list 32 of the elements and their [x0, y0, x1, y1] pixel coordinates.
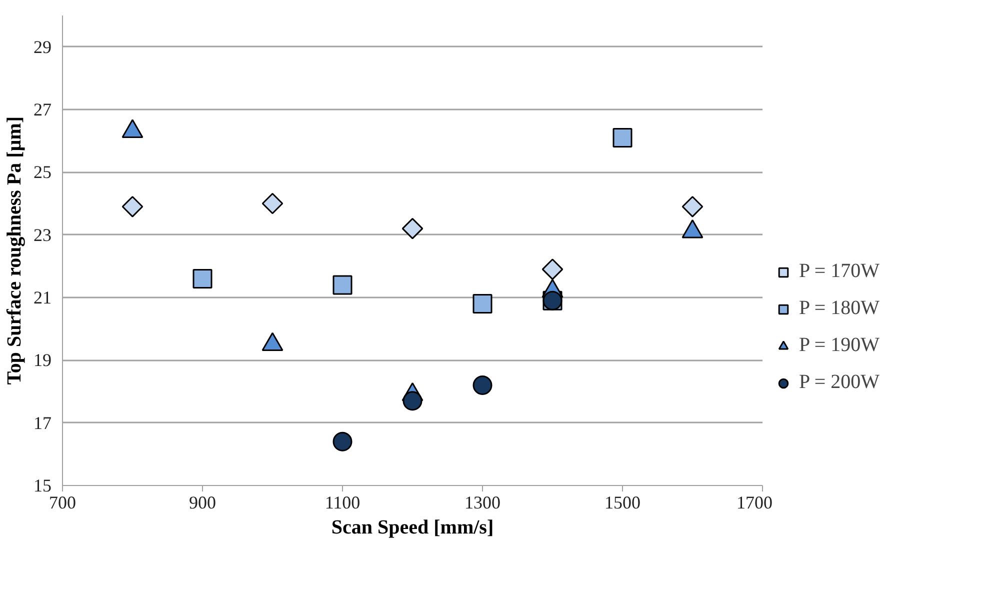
y-tick-label: 15	[34, 476, 52, 496]
y-tick-label: 27	[34, 100, 52, 120]
y-tick-label: 23	[34, 224, 52, 245]
point	[682, 196, 704, 218]
point	[472, 376, 492, 395]
point	[542, 258, 564, 280]
point	[472, 294, 492, 314]
x-tick-label: 1500	[604, 492, 640, 512]
y-tick-label: 29	[34, 36, 52, 57]
legend-label: P = 180W	[799, 297, 880, 320]
point	[192, 268, 212, 288]
y-axis-title: Top Surface roughness Pa [µm]	[4, 116, 26, 385]
x-tick-label: 1700	[736, 492, 772, 512]
point	[332, 432, 352, 452]
y-tick-label: 25	[34, 162, 52, 182]
y-tick-label: 21	[34, 288, 52, 308]
legend-label: P = 190W	[799, 334, 880, 357]
point	[262, 192, 284, 214]
point	[332, 275, 352, 295]
y-tick-label: 17	[34, 412, 52, 433]
legend-label: P = 170W	[799, 260, 880, 283]
point	[612, 128, 632, 148]
x-tick-label: 700	[49, 492, 76, 512]
x-tick-label: 900	[189, 492, 216, 512]
legend-label: P = 200W	[799, 371, 880, 394]
point	[122, 196, 144, 218]
x-axis-title: Scan Speed [mm/s]	[331, 516, 494, 538]
x-tick-label: 1100	[324, 492, 360, 512]
point	[402, 218, 424, 240]
x-tick-label: 1300	[464, 492, 500, 512]
y-tick-label: 19	[34, 350, 52, 370]
point	[402, 391, 422, 411]
